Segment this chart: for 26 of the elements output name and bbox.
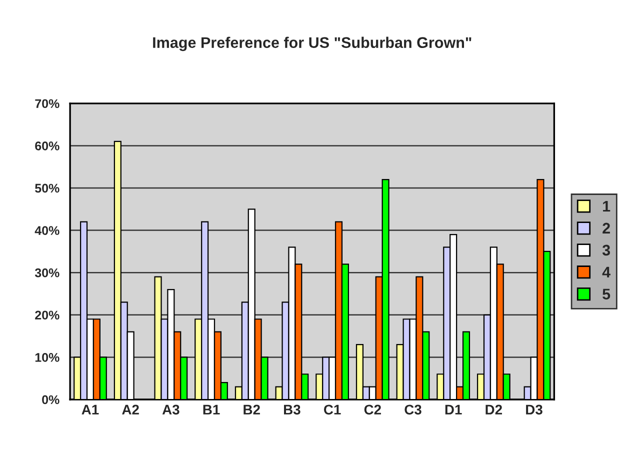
y-tick-label: 40% [34, 226, 60, 235]
x-tick-label: C3 [404, 404, 422, 415]
y-tick-label: 70% [35, 99, 60, 108]
y-tick-label: 50% [35, 184, 60, 193]
legend-label: 1 [603, 201, 610, 212]
y-tick-label: 60% [35, 142, 60, 150]
x-tick-label: B2 [244, 404, 260, 414]
x-tick-label: B1 [203, 404, 220, 414]
legend-label: 3 [602, 244, 610, 256]
x-tick-label: D1 [445, 404, 462, 414]
x-tick-label: A1 [82, 404, 99, 414]
x-tick-label: D2 [486, 404, 502, 414]
chart-title: Image Preference for US "Suburban Grown" [153, 36, 472, 52]
y-tick-label: 0% [42, 395, 60, 404]
x-tick-label: D3 [526, 404, 542, 415]
legend-label: 5 [602, 288, 610, 300]
legend-label: 2 [602, 222, 610, 234]
y-tick-label: 10% [35, 353, 60, 362]
y-tick-label: 20% [35, 310, 60, 320]
x-tick-label: A3 [162, 404, 180, 415]
x-tick-label: B3 [284, 404, 300, 415]
x-tick-label: A2 [122, 404, 139, 414]
x-tick-label: C1 [324, 404, 341, 415]
y-tick-label: 30% [34, 268, 60, 278]
legend-label: 4 [602, 266, 610, 278]
x-tick-label: C2 [364, 404, 381, 415]
